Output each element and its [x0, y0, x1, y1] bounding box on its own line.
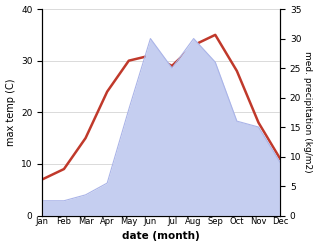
Y-axis label: med. precipitation (kg/m2): med. precipitation (kg/m2) [303, 51, 313, 173]
X-axis label: date (month): date (month) [122, 231, 200, 242]
Y-axis label: max temp (C): max temp (C) [5, 79, 16, 146]
